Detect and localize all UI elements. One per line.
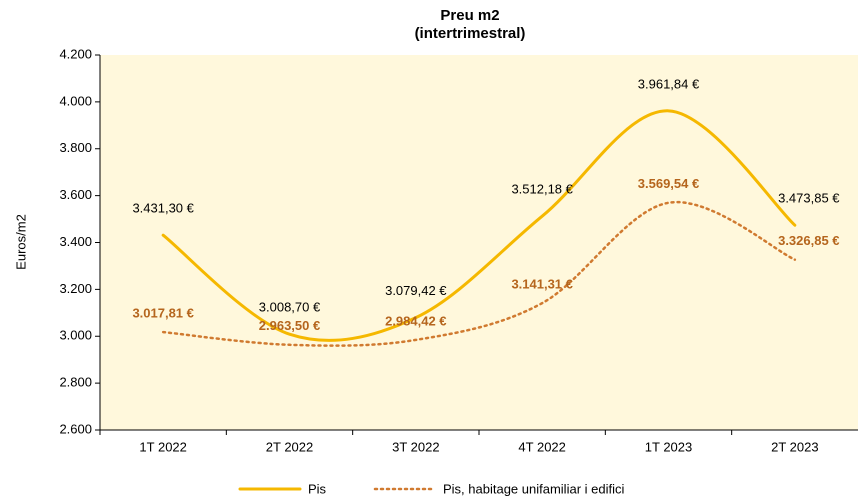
- y-tick-label: 3.600: [59, 187, 92, 202]
- y-tick-label: 3.200: [59, 281, 92, 296]
- legend-label: Pis: [308, 481, 327, 496]
- data-label: 3.008,70 €: [259, 300, 321, 315]
- data-label: 3.473,85 €: [778, 191, 840, 206]
- x-tick-label: 2T 2022: [266, 439, 313, 454]
- y-tick-label: 4.200: [59, 46, 92, 61]
- plot-area: [100, 55, 858, 430]
- data-label: 2.984,42 €: [385, 313, 446, 328]
- line-series: [161, 109, 797, 342]
- x-tick-label: 1T 2023: [645, 439, 692, 454]
- chart-title: Preu m2: [440, 7, 499, 24]
- data-label: 3.512,18 €: [511, 182, 573, 197]
- data-label: 3.141,31 €: [511, 277, 572, 292]
- legend-label: Pis, habitage unifamiliar i edifici: [443, 481, 624, 496]
- data-label: 3.079,42 €: [385, 283, 447, 298]
- data-label: 3.431,30 €: [132, 201, 194, 216]
- data-label: 3.569,54 €: [638, 176, 699, 191]
- x-tick-label: 3T 2022: [392, 439, 439, 454]
- chart-subtitle: (intertrimestral): [415, 25, 526, 42]
- y-tick-label: 2.800: [59, 375, 92, 390]
- x-tick-label: 4T 2022: [518, 439, 565, 454]
- x-tick-label: 1T 2022: [139, 439, 186, 454]
- y-tick-label: 3.400: [59, 234, 92, 249]
- y-tick-label: 3.800: [59, 140, 92, 155]
- y-tick-label: 4.000: [59, 93, 92, 108]
- data-label: 3.326,85 €: [778, 233, 839, 248]
- y-tick-label: 2.600: [59, 421, 92, 436]
- data-label: 3.961,84 €: [638, 76, 700, 91]
- y-tick-label: 3.000: [59, 328, 92, 343]
- data-label: 2.963,50 €: [259, 318, 320, 333]
- y-axis-label: Euros/m2: [13, 214, 28, 270]
- data-label: 3.017,81 €: [132, 306, 193, 321]
- x-tick-label: 2T 2023: [771, 439, 818, 454]
